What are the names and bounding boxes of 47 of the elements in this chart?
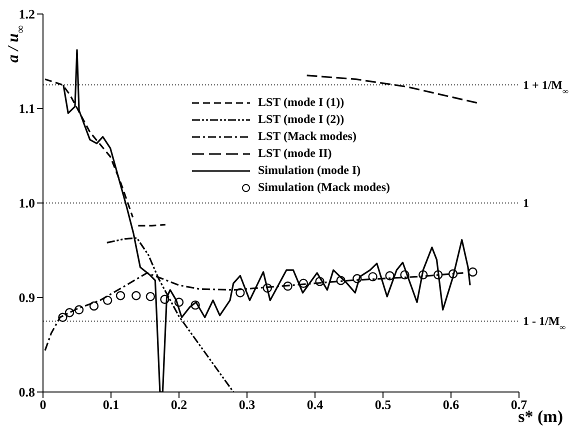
- point: [433, 270, 443, 280]
- legend-label: LST (mode I (1)): [258, 95, 344, 110]
- legend-label: Simulation (Mack modes): [258, 180, 390, 195]
- point: [368, 272, 378, 282]
- y-tick-label: 0.9: [18, 290, 36, 306]
- legend-label: LST (Mack modes): [258, 129, 356, 144]
- point: [352, 274, 362, 284]
- point: [64, 308, 74, 318]
- point: [315, 276, 324, 286]
- ref-line-label: 1: [523, 196, 529, 210]
- y-tick-label: 0.8: [18, 384, 36, 400]
- point: [385, 271, 394, 280]
- point: [103, 296, 112, 305]
- x-tick-label: 0.2: [170, 397, 188, 412]
- point: [174, 298, 184, 307]
- legend-label: Simulation (mode I): [258, 163, 361, 178]
- point: [418, 270, 428, 280]
- y-tick-label: 1.2: [18, 6, 35, 22]
- legend-label: LST (mode I (2)): [258, 112, 344, 127]
- legend-label: LST (mode II): [258, 146, 332, 161]
- point: [116, 291, 126, 300]
- y-tick-label: 1.0: [18, 196, 35, 211]
- point: [74, 305, 84, 314]
- point: [236, 288, 245, 298]
- point: [160, 294, 170, 304]
- x-tick-label: 0.4: [306, 397, 324, 412]
- point: [298, 278, 308, 288]
- point: [336, 276, 346, 286]
- point: [89, 301, 99, 311]
- x-tick-label: 0.6: [442, 397, 460, 412]
- ref-line-label: 1 - 1/M$_{∞}$: [523, 314, 566, 332]
- point: [448, 269, 458, 278]
- y-tick-label: 1.1: [18, 101, 35, 116]
- point: [58, 312, 68, 322]
- point: [468, 267, 478, 277]
- ref-line-label: 1 + 1/M$_{∞}$: [523, 78, 568, 96]
- x-tick-label: 0.3: [238, 397, 256, 412]
- x-tick-label: 0.5: [374, 397, 392, 412]
- point: [132, 291, 141, 300]
- point: [146, 292, 156, 302]
- point: [283, 282, 292, 291]
- point: [400, 270, 410, 280]
- x-tick-label: 0: [40, 397, 46, 412]
- point: [190, 300, 200, 310]
- point: [262, 283, 272, 293]
- x-tick-label: 0.1: [102, 397, 120, 412]
- x-tick-label: 0.7: [510, 397, 528, 412]
